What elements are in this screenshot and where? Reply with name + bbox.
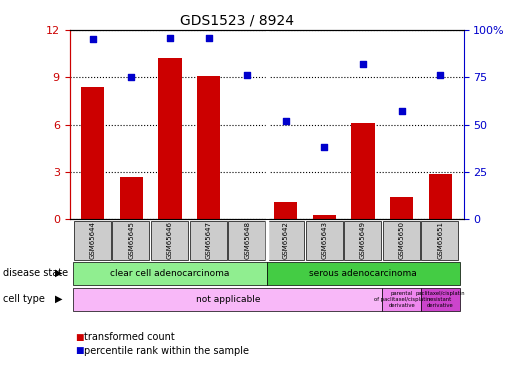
- Text: disease state: disease state: [3, 268, 67, 278]
- Bar: [151, 220, 188, 260]
- Point: [127, 74, 135, 80]
- Text: ■: ■: [75, 333, 83, 342]
- Point: [282, 118, 290, 124]
- Text: ▶: ▶: [55, 294, 62, 304]
- Point: [243, 72, 251, 78]
- Bar: [81, 87, 105, 219]
- Text: GSM65643: GSM65643: [321, 221, 328, 260]
- Text: clear cell adenocarcinoma: clear cell adenocarcinoma: [110, 269, 230, 278]
- Text: GSM65647: GSM65647: [205, 221, 212, 260]
- Bar: [74, 288, 382, 311]
- Bar: [305, 220, 342, 260]
- Bar: [74, 262, 267, 285]
- Text: GSM65651: GSM65651: [437, 221, 443, 260]
- Bar: [352, 123, 375, 219]
- Bar: [74, 220, 111, 260]
- Text: GSM65649: GSM65649: [360, 221, 366, 260]
- Text: transformed count: transformed count: [84, 333, 175, 342]
- Bar: [383, 220, 420, 260]
- Bar: [190, 220, 227, 260]
- Point: [320, 144, 329, 150]
- Bar: [120, 177, 143, 219]
- Bar: [267, 220, 304, 260]
- Text: GSM65646: GSM65646: [167, 221, 173, 260]
- Text: cell type: cell type: [3, 294, 44, 304]
- Point: [359, 61, 367, 67]
- Point: [436, 72, 444, 78]
- Bar: [159, 58, 182, 219]
- Text: serous adenocarcinoma: serous adenocarcinoma: [309, 269, 417, 278]
- Text: ▶: ▶: [55, 268, 62, 278]
- Point: [89, 36, 97, 42]
- Text: GSM65644: GSM65644: [90, 221, 96, 260]
- Text: GDS1523 / 8924: GDS1523 / 8924: [180, 13, 294, 27]
- Bar: [267, 262, 460, 285]
- Bar: [421, 220, 458, 260]
- Text: GSM65642: GSM65642: [283, 221, 289, 260]
- Bar: [274, 202, 298, 219]
- Bar: [112, 220, 149, 260]
- Text: GSM65648: GSM65648: [244, 221, 250, 260]
- Text: parental
of paclitaxel/cisplatin
derivative: parental of paclitaxel/cisplatin derivat…: [373, 291, 430, 308]
- Bar: [390, 197, 414, 219]
- Text: GSM65645: GSM65645: [128, 221, 134, 260]
- Bar: [228, 220, 265, 260]
- Bar: [421, 288, 460, 311]
- Bar: [382, 288, 421, 311]
- Point: [204, 34, 213, 40]
- Point: [398, 108, 406, 114]
- Text: GSM65650: GSM65650: [399, 221, 405, 260]
- Text: not applicable: not applicable: [196, 295, 260, 304]
- Text: ■: ■: [75, 346, 83, 355]
- Point: [166, 34, 174, 40]
- Bar: [344, 220, 381, 260]
- Text: paclitaxel/cisplatin
resistant
derivative: paclitaxel/cisplatin resistant derivativ…: [416, 291, 465, 308]
- Bar: [429, 174, 452, 219]
- Bar: [197, 76, 220, 219]
- Text: percentile rank within the sample: percentile rank within the sample: [84, 346, 249, 355]
- Bar: [313, 214, 336, 219]
